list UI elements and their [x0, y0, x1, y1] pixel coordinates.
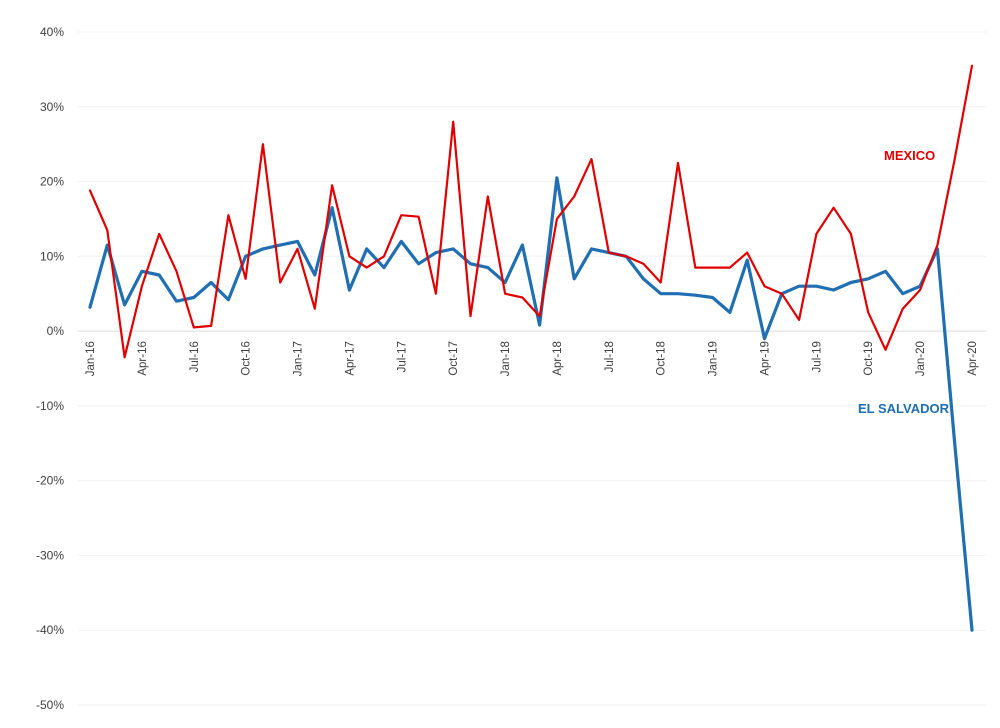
- y-axis-tick-label: 0%: [47, 324, 65, 338]
- x-axis-tick-label: Jul-18: [604, 341, 616, 372]
- el-salvador-line: [88, 176, 974, 632]
- x-axis-tick-label: Jul-19: [811, 341, 823, 372]
- x-axis-tick-label: Jul-16: [189, 341, 201, 372]
- x-axis-tick-label: Jul-17: [396, 341, 408, 372]
- y-axis-tick-label: 30%: [40, 100, 64, 114]
- y-axis-tick-label: -10%: [36, 399, 64, 413]
- y-axis-tick-label: -30%: [36, 548, 64, 562]
- y-axis-tick-label: -40%: [36, 623, 64, 637]
- y-axis-labels: 40% 30% 20% 10% 0% -10% -20% -30% -40% -50%: [36, 25, 64, 712]
- x-axis-tick-label: Oct-19: [863, 341, 875, 376]
- mexico-series-label: MEXICO: [884, 148, 935, 163]
- y-axis-tick-label: 40%: [40, 25, 64, 39]
- x-axis-tick-label: Oct-17: [448, 341, 460, 376]
- x-axis-tick-label: Jan-20: [915, 341, 927, 376]
- x-axis-tick-label: Apr-20: [967, 341, 979, 376]
- x-axis-tick-label: Apr-19: [760, 341, 772, 376]
- x-axis-tick-label: Oct-16: [241, 341, 253, 376]
- x-axis-labels: Jan-16 Apr-16 Jul-16 Oct-16 Jan-17 Apr-17 Jul-…: [85, 341, 979, 376]
- y-axis-tick-label: -50%: [36, 698, 64, 712]
- mexico-line: [88, 64, 974, 359]
- x-axis-tick-label: Apr-17: [344, 341, 356, 376]
- y-axis-tick-label: 10%: [40, 249, 64, 263]
- x-axis-tick-label: Apr-16: [137, 341, 149, 376]
- gridlines: [78, 31, 986, 706]
- x-axis-tick-label: Jan-17: [293, 341, 305, 376]
- x-axis-tick-label: Jan-16: [85, 341, 97, 376]
- y-axis-tick-label: 20%: [40, 175, 64, 189]
- x-axis-tick-label: Apr-18: [552, 341, 564, 376]
- el-salvador-series-label: EL SALVADOR: [858, 401, 950, 416]
- x-axis-tick-label: Jan-19: [708, 341, 720, 376]
- y-axis-tick-label: -20%: [36, 474, 64, 488]
- x-axis-tick-label: Jan-18: [500, 341, 512, 376]
- x-axis-tick-label: Oct-18: [656, 341, 668, 376]
